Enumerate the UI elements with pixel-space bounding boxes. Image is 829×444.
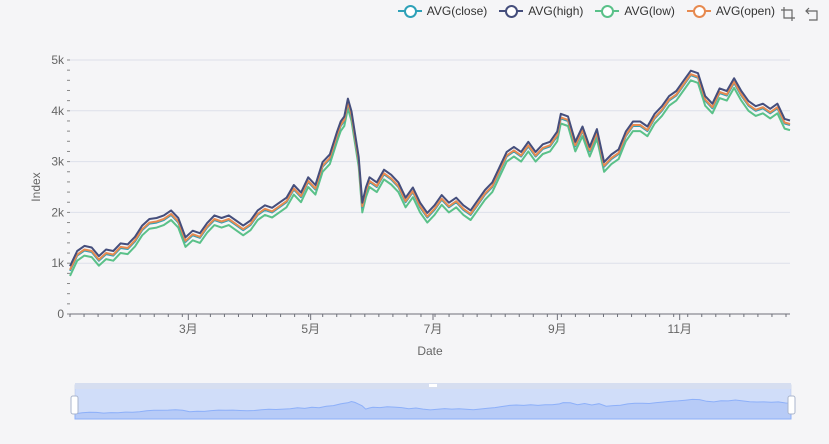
series-line-avgopen [69,73,791,271]
y-tick-label: 1k [51,256,65,270]
series-line-avghigh [69,69,791,267]
chart-legend: AVG(close) AVG(high) AVG(low) AVG(open) [397,4,775,18]
x-tick-label: 11月 [667,322,691,336]
y-tick-label: 2k [51,205,65,219]
legend-label-open: AVG(open) [715,4,775,18]
legend-item-close[interactable]: AVG(close) [397,4,488,18]
x-tick-label: 3月 [179,322,198,336]
y-tick-label: 3k [51,155,65,169]
data-zoom-preview [74,398,792,420]
chart-toolbox [781,7,819,21]
y-tick-label: 4k [51,104,65,118]
data-zoom-move-handle [429,384,437,387]
data-zoom-handle-right[interactable] [787,395,796,415]
legend-label-low: AVG(low) [624,4,675,18]
legend-marker-high [499,4,524,18]
legend-marker-open [686,4,711,18]
y-tick-label: 5k [51,53,65,67]
y-tick-label: 0 [57,307,64,321]
x-tick-label: 5月 [301,322,320,336]
legend-item-open[interactable]: AVG(open) [686,4,775,18]
legend-marker-close [397,4,422,18]
series-line-avgclose [69,74,791,272]
legend-item-high[interactable]: AVG(high) [499,4,583,18]
y-axis-title: Index [29,172,43,201]
legend-label-high: AVG(high) [528,4,584,18]
x-tick-label: 7月 [424,322,443,336]
data-zoom-icon[interactable] [781,7,795,21]
legend-marker-low [595,4,620,18]
data-zoom-selection [75,385,791,419]
series-line-avglow [69,79,791,277]
restore-icon[interactable] [805,7,819,21]
legend-item-low[interactable]: AVG(low) [595,4,675,18]
x-tick-label: 9月 [548,322,567,336]
data-zoom-handle-left[interactable] [70,395,79,415]
x-axis-title: Date [417,344,443,358]
legend-label-close: AVG(close) [426,4,488,18]
